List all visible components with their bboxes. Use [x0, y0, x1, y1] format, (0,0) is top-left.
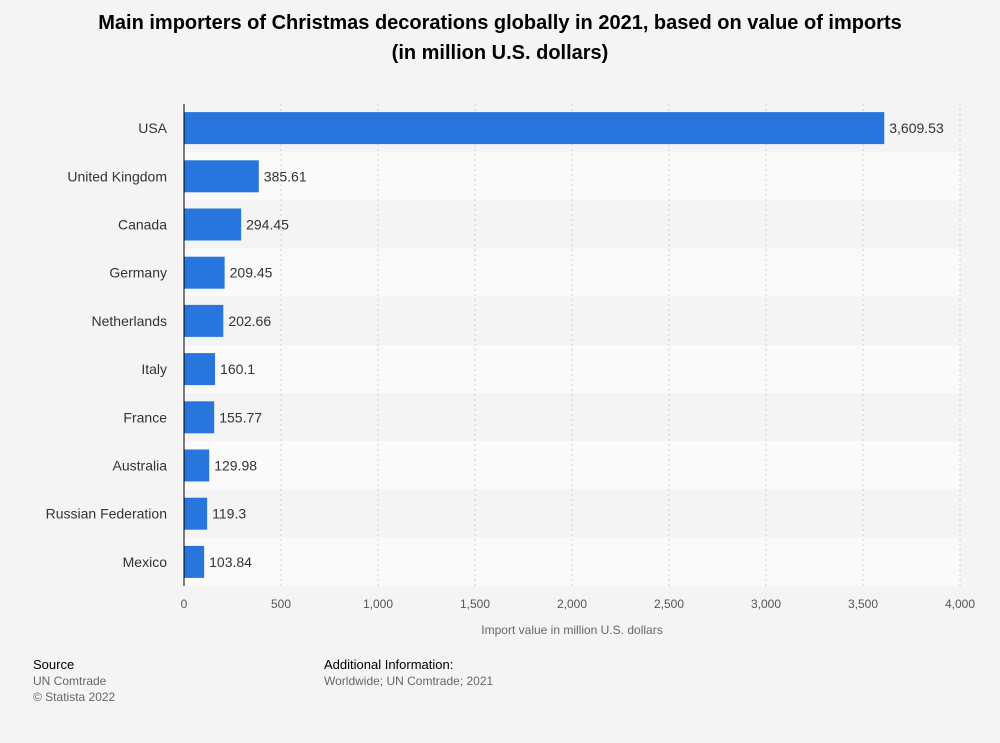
category-label: Russian Federation [46, 506, 167, 522]
additional-info-heading: Additional Information: [324, 657, 454, 672]
x-tick-label: 500 [271, 597, 291, 611]
x-tick-label: 4,000 [945, 597, 975, 611]
category-label: Italy [141, 361, 167, 377]
x-tick-label: 3,000 [751, 597, 781, 611]
x-axis-title: Import value in million U.S. dollars [481, 623, 662, 637]
bar [184, 304, 224, 337]
chart-title: Main importers of Christmas decorations … [0, 8, 1000, 68]
value-label: 160.1 [220, 361, 255, 377]
category-label: Australia [113, 458, 168, 474]
value-label: 119.3 [212, 506, 246, 522]
category-label: USA [138, 120, 167, 136]
value-label: 155.77 [219, 409, 262, 425]
value-label: 294.45 [246, 217, 289, 233]
x-tick-label: 1,500 [460, 597, 490, 611]
x-tick-label: 2,000 [557, 597, 587, 611]
copyright-line: © Statista 2022 [33, 690, 116, 704]
value-label: 3,609.53 [889, 120, 944, 136]
category-label: Germany [109, 265, 167, 281]
value-label: 209.45 [230, 265, 273, 281]
row-band [184, 248, 960, 297]
additional-info-block: Additional Information: Worldwide; UN Co… [324, 657, 493, 689]
category-label: Netherlands [92, 313, 168, 329]
source-heading: Source [33, 657, 75, 672]
value-label: 385.61 [264, 168, 307, 184]
x-tick-label: 2,500 [654, 597, 684, 611]
category-label: Mexico [123, 554, 168, 570]
value-label: 129.98 [214, 458, 257, 474]
value-label: 202.66 [228, 313, 271, 329]
source-block: Source UN Comtrade © Statista 2022 [33, 657, 115, 705]
bar [184, 112, 885, 145]
category-label: France [123, 409, 167, 425]
x-tick-label: 1,000 [363, 597, 393, 611]
x-tick-label: 3,500 [848, 597, 878, 611]
x-tick-label: 0 [181, 597, 188, 611]
category-label: Canada [118, 217, 167, 233]
chart-title-line-1: Main importers of Christmas decorations … [98, 12, 902, 34]
bar [184, 208, 242, 241]
bar-chart: USA 3,609.53 United Kingdom 385.61 Canada 294… [46, 104, 975, 637]
chart-title-line-2: (in million U.S. dollars) [391, 42, 609, 64]
additional-info-text: Worldwide; UN Comtrade; 2021 [324, 674, 494, 688]
bar [184, 545, 205, 578]
bar [184, 256, 225, 289]
bar [184, 497, 208, 530]
source-line: UN Comtrade [33, 674, 107, 688]
bar [184, 401, 215, 434]
bar [184, 449, 210, 482]
category-label: United Kingdom [67, 168, 167, 184]
value-label: 103.84 [209, 554, 252, 570]
bar [184, 160, 259, 193]
bar [184, 353, 216, 386]
row-band [184, 393, 960, 442]
